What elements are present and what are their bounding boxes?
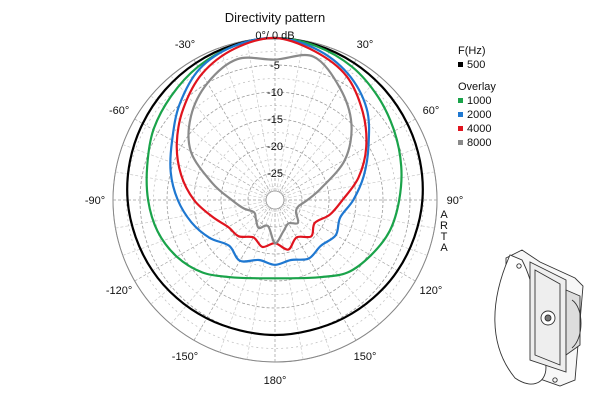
grid-ring xyxy=(166,91,384,309)
grid-spoke xyxy=(219,208,273,353)
grid-spoke xyxy=(170,206,270,325)
db-label: -10 xyxy=(267,87,283,99)
legend-overlay-header: Overlay xyxy=(458,81,496,93)
grid-spoke xyxy=(246,208,274,360)
watermark-letter: R xyxy=(440,220,448,232)
legend-header: F(Hz) xyxy=(458,45,486,57)
series-layer xyxy=(126,36,424,337)
angle-label: 120° xyxy=(420,285,443,297)
angle-label: -150° xyxy=(172,351,198,363)
legend-swatch xyxy=(458,98,463,103)
grid-spoke xyxy=(170,75,270,194)
grid-spoke xyxy=(282,118,416,196)
grid-spoke xyxy=(276,208,304,360)
grid-spoke xyxy=(134,204,268,282)
series-500-curve xyxy=(126,36,424,337)
grid-spoke xyxy=(280,206,380,325)
legend-swatch xyxy=(458,62,463,67)
db-label: -25 xyxy=(267,168,283,180)
legend-label: 4000 xyxy=(467,123,491,135)
grid-ring xyxy=(261,186,289,214)
grid-spoke xyxy=(115,171,267,199)
angle-label: -90° xyxy=(85,195,105,207)
speaker-icon xyxy=(494,249,584,387)
watermark-letter: T xyxy=(441,231,448,243)
legend-swatch xyxy=(458,140,463,145)
watermark-letter: A xyxy=(440,209,448,221)
angle-label: -120° xyxy=(106,285,132,297)
grid-spoke xyxy=(150,95,269,195)
grid-spoke xyxy=(283,201,435,229)
grid-spoke xyxy=(115,201,267,229)
grid-spoke xyxy=(193,59,271,193)
grid-spoke xyxy=(277,47,331,192)
grid-spoke xyxy=(122,144,267,198)
polar-grid xyxy=(112,37,438,363)
grid-spoke xyxy=(281,95,400,195)
angle-label: 180° xyxy=(264,375,287,387)
series-2000-curve xyxy=(169,36,371,266)
legend-label: 8000 xyxy=(467,137,491,149)
grid-spoke xyxy=(283,202,428,256)
legend-label: 1000 xyxy=(467,95,491,107)
grid-spoke xyxy=(279,59,357,193)
grid-spoke xyxy=(283,171,435,199)
angle-labels: -30° 30° -60° 60° -90° 90° -120° 120° -150° 150° 1… xyxy=(85,39,463,387)
grid-spoke xyxy=(282,204,416,282)
radial-labels: -5 -10 -15 -20 -25 xyxy=(267,60,283,180)
grid-spoke xyxy=(246,40,274,192)
grid-spoke xyxy=(277,208,331,353)
grid-spoke xyxy=(283,144,428,198)
chart-title: Directivity pattern xyxy=(225,10,325,25)
grid-spoke xyxy=(150,205,269,305)
series-8000-curve xyxy=(187,53,353,245)
grid-spoke xyxy=(281,205,400,305)
legend: F(Hz) Overlay 500 1000 2000 4000 8000 xyxy=(458,45,496,149)
angle-label: -30° xyxy=(175,39,195,51)
center-ring xyxy=(265,190,285,210)
legend-swatch xyxy=(458,112,463,117)
angle-label: 150° xyxy=(354,351,377,363)
legend-label: 500 xyxy=(467,59,485,71)
grid-spoke xyxy=(276,40,304,192)
angle-label: -60° xyxy=(109,105,129,117)
zero-label: 0°/ 0 dB xyxy=(255,30,294,42)
angle-label: 60° xyxy=(423,105,440,117)
grid-spoke xyxy=(122,202,267,256)
grid-spoke xyxy=(219,47,273,192)
angle-label: 90° xyxy=(447,195,464,207)
db-label: -20 xyxy=(267,141,283,153)
db-label: -5 xyxy=(270,60,280,72)
series-1000-curve xyxy=(145,36,403,280)
db-label: -15 xyxy=(267,114,283,126)
grid-spoke xyxy=(134,118,268,196)
legend-label: 2000 xyxy=(467,109,491,121)
angle-label: 30° xyxy=(357,39,374,51)
watermark-letter: A xyxy=(440,242,448,254)
legend-swatch xyxy=(458,126,463,131)
